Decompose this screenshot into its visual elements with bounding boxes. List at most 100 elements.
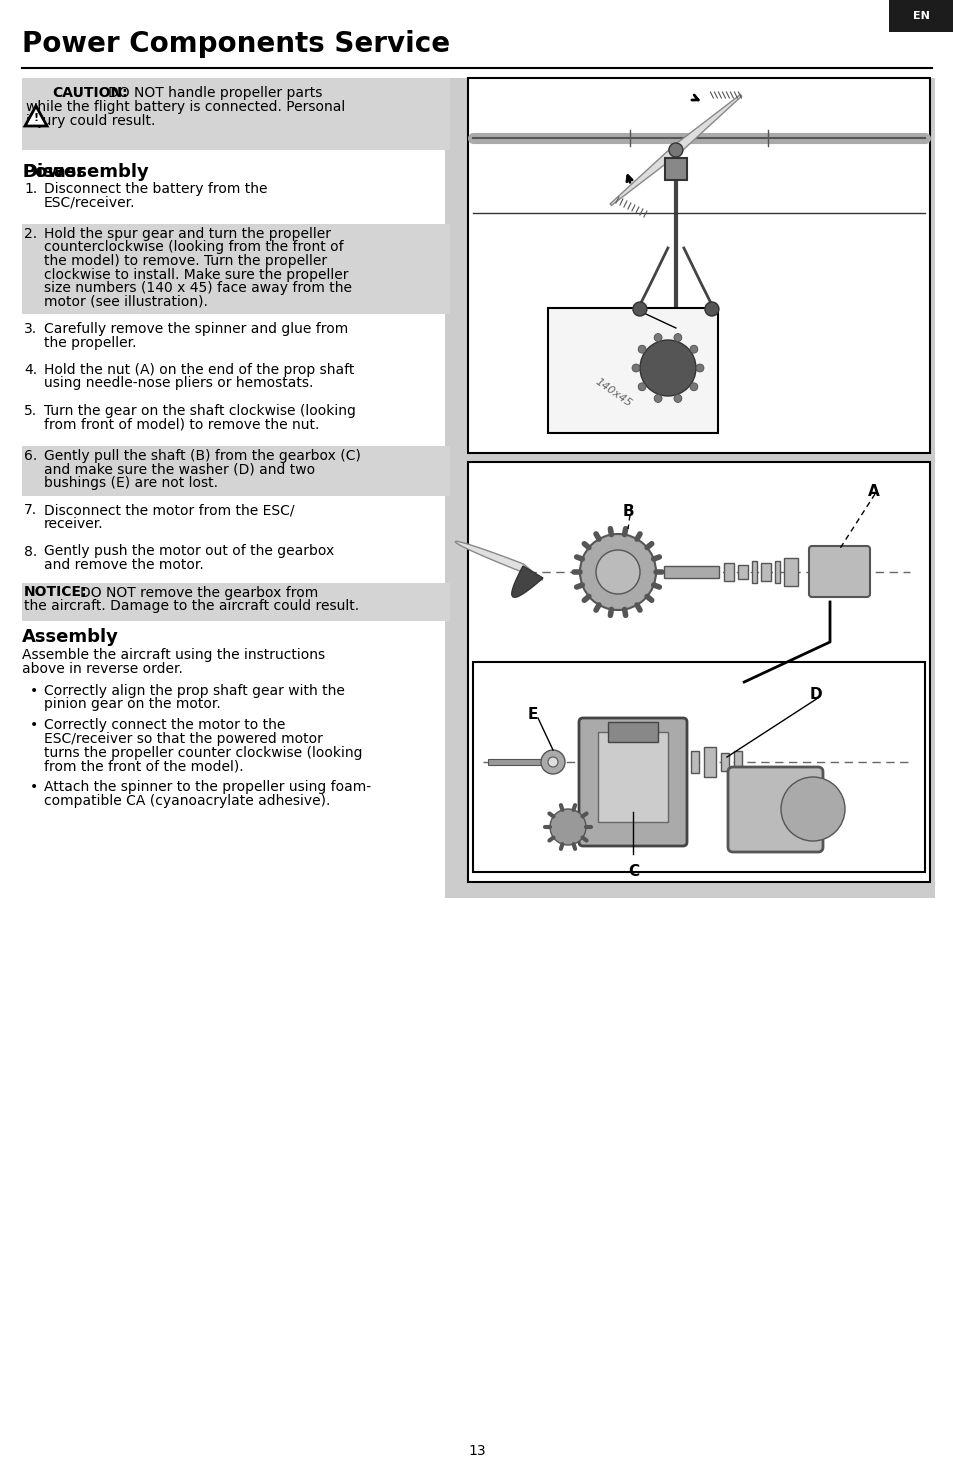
Text: NOTICE:: NOTICE: — [24, 586, 88, 599]
Circle shape — [781, 777, 844, 841]
Text: Turn the gear on the shaft clockwise (looking: Turn the gear on the shaft clockwise (lo… — [44, 404, 355, 417]
Bar — [738, 565, 747, 580]
Bar — [488, 760, 542, 766]
Circle shape — [638, 384, 645, 391]
Text: •: • — [30, 780, 38, 795]
Text: 8.: 8. — [24, 544, 37, 559]
Text: Hold the spur gear and turn the propeller: Hold the spur gear and turn the propelle… — [44, 227, 331, 240]
Text: A: A — [867, 484, 879, 499]
Circle shape — [704, 302, 719, 316]
Text: Correctly align the prop shaft gear with the: Correctly align the prop shaft gear with… — [44, 683, 345, 698]
Bar — [468, 78, 929, 453]
Circle shape — [654, 394, 661, 403]
Circle shape — [579, 534, 656, 611]
Text: 4.: 4. — [24, 363, 37, 378]
Bar — [22, 583, 450, 621]
Text: 140x45: 140x45 — [593, 376, 633, 409]
FancyBboxPatch shape — [727, 767, 822, 853]
Text: while the flight battery is connected. Personal: while the flight battery is connected. P… — [26, 100, 345, 114]
Text: C: C — [627, 864, 639, 879]
Circle shape — [596, 550, 639, 594]
Polygon shape — [511, 566, 542, 597]
Text: Disconnect the battery from the: Disconnect the battery from the — [44, 181, 267, 196]
Bar — [703, 746, 716, 777]
Text: Correctly connect the motor to the: Correctly connect the motor to the — [44, 718, 285, 733]
Text: using needle-nose pliers or hemostats.: using needle-nose pliers or hemostats. — [44, 376, 313, 391]
Polygon shape — [455, 541, 542, 580]
Text: •: • — [30, 718, 38, 733]
Polygon shape — [610, 146, 679, 205]
Text: Gently pull the shaft (B) from the gearbox (C): Gently pull the shaft (B) from the gearb… — [44, 448, 360, 463]
Text: injury could result.: injury could result. — [26, 114, 155, 128]
Text: the model) to remove. Turn the propeller: the model) to remove. Turn the propeller — [44, 254, 327, 268]
Bar — [751, 560, 757, 583]
Circle shape — [673, 394, 681, 403]
Polygon shape — [672, 94, 740, 153]
Text: Disassembly: Disassembly — [22, 164, 149, 181]
Bar — [664, 158, 686, 180]
Text: DO NOT remove the gearbox from: DO NOT remove the gearbox from — [80, 586, 318, 599]
Text: turns the propeller counter clockwise (looking: turns the propeller counter clockwise (l… — [44, 745, 362, 760]
Circle shape — [668, 143, 682, 156]
FancyBboxPatch shape — [578, 718, 686, 847]
Text: pinion gear on the motor.: pinion gear on the motor. — [44, 698, 220, 711]
Text: E: E — [527, 707, 537, 721]
Circle shape — [654, 333, 661, 342]
Text: CAUTION:: CAUTION: — [52, 86, 128, 100]
Text: the propeller.: the propeller. — [44, 335, 136, 350]
Text: D: D — [809, 687, 821, 702]
Text: ESC/receiver.: ESC/receiver. — [44, 196, 135, 209]
Text: 1.: 1. — [24, 181, 37, 196]
Text: Gently push the motor out of the gearbox: Gently push the motor out of the gearbox — [44, 544, 334, 559]
Text: Hold the nut (A) on the end of the prop shaft: Hold the nut (A) on the end of the prop … — [44, 363, 354, 378]
Text: above in reverse order.: above in reverse order. — [22, 662, 183, 676]
Bar — [760, 563, 770, 581]
Text: and remove the motor.: and remove the motor. — [44, 558, 204, 572]
Bar — [547, 308, 718, 434]
Text: clockwise to install. Make sure the propeller: clockwise to install. Make sure the prop… — [44, 267, 348, 282]
Text: !: ! — [33, 114, 38, 122]
Text: Assembly: Assembly — [22, 628, 119, 646]
Circle shape — [631, 364, 639, 372]
Text: Carefully remove the spinner and glue from: Carefully remove the spinner and glue fr… — [44, 322, 348, 336]
Circle shape — [639, 341, 696, 395]
Bar — [888, 0, 953, 32]
Circle shape — [673, 333, 681, 342]
Text: ESC/receiver so that the powered motor: ESC/receiver so that the powered motor — [44, 732, 322, 746]
Text: 7.: 7. — [24, 503, 37, 518]
Circle shape — [540, 749, 564, 774]
Text: bushings (E) are not lost.: bushings (E) are not lost. — [44, 476, 218, 490]
Circle shape — [689, 345, 698, 353]
FancyBboxPatch shape — [808, 546, 869, 597]
Bar — [22, 224, 450, 314]
Bar — [723, 563, 733, 581]
Text: 5.: 5. — [24, 404, 37, 417]
Bar — [22, 445, 450, 496]
Bar — [598, 732, 667, 822]
Bar — [733, 751, 741, 773]
Bar — [468, 462, 929, 882]
Text: DO NOT handle propeller parts: DO NOT handle propeller parts — [108, 86, 322, 100]
Text: EN: EN — [912, 10, 928, 21]
Text: B: B — [622, 504, 634, 519]
Text: •: • — [30, 683, 38, 698]
Bar — [663, 566, 719, 578]
Text: Power: Power — [22, 164, 85, 181]
Text: compatible CA (cyanoacrylate adhesive).: compatible CA (cyanoacrylate adhesive). — [44, 794, 330, 808]
Circle shape — [550, 808, 585, 845]
Text: 6.: 6. — [24, 448, 37, 463]
Text: from the front of the model).: from the front of the model). — [44, 760, 243, 773]
Bar — [720, 754, 728, 771]
Bar — [774, 560, 780, 583]
Bar — [444, 78, 934, 898]
Text: 2.: 2. — [24, 227, 37, 240]
Text: 3.: 3. — [24, 322, 37, 336]
Text: Attach the spinner to the propeller using foam-: Attach the spinner to the propeller usin… — [44, 780, 371, 795]
Bar — [22, 78, 450, 150]
Bar — [690, 751, 699, 773]
Text: 13: 13 — [468, 1444, 485, 1457]
Text: motor (see illustration).: motor (see illustration). — [44, 295, 208, 308]
Text: receiver.: receiver. — [44, 518, 104, 531]
Circle shape — [547, 757, 558, 767]
Text: size numbers (140 x 45) face away from the: size numbers (140 x 45) face away from t… — [44, 282, 352, 295]
